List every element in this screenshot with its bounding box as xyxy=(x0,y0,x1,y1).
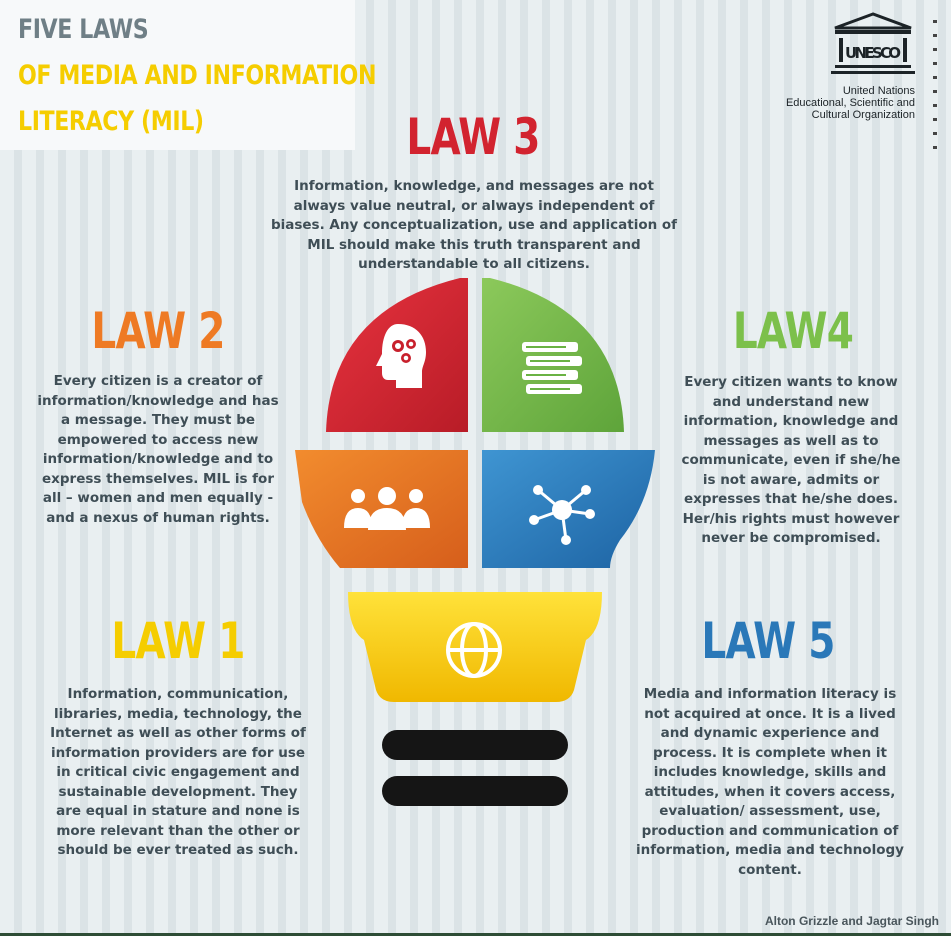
credit-text: Alton Grizzle and Jagtar Singh xyxy=(764,914,939,928)
law-5-text: Media and information literacy is not ac… xyxy=(636,686,904,878)
law-4-text: Every citizen wants to know and understa… xyxy=(681,374,901,546)
law-5-heading: LAW 5 xyxy=(701,612,835,670)
green-quadrant xyxy=(482,278,624,432)
law-3-text: Information, knowledge, and messages are… xyxy=(270,178,678,272)
yellow-base xyxy=(348,592,602,702)
law-1-text: Information, communication, libraries, m… xyxy=(50,686,306,858)
law-2-heading: LAW 2 xyxy=(91,302,225,360)
lightbulb-graphic xyxy=(295,278,655,806)
bulb-band-1 xyxy=(382,730,568,760)
title-panel: FIVE LAWS OF MEDIA AND INFORMATION LITER… xyxy=(0,0,376,150)
unesco-wordmark: UNESCO xyxy=(845,44,901,62)
dotted-border xyxy=(933,20,937,155)
title-line-2: OF MEDIA AND INFORMATION xyxy=(18,60,377,91)
law-4-heading: LAW4 xyxy=(732,302,854,360)
bottom-strip xyxy=(0,933,951,936)
unesco-logo: UNESCO xyxy=(831,12,915,74)
law-3-heading: LAW 3 xyxy=(406,108,540,166)
law-2-text: Every citizen is a creator of informatio… xyxy=(37,373,279,526)
books-icon xyxy=(522,342,582,394)
title-line-1: FIVE LAWS xyxy=(18,14,149,45)
people-group-icon xyxy=(344,487,430,530)
brain-gears-icon xyxy=(376,324,426,388)
title-line-3: LITERACY (MIL) xyxy=(18,106,204,137)
network-icon xyxy=(529,485,595,545)
bulb-band-2 xyxy=(382,776,568,806)
law-1-heading: LAW 1 xyxy=(111,612,245,670)
unesco-org-name: United Nations Educational, Scientific a… xyxy=(785,85,915,121)
globe-icon xyxy=(446,622,502,678)
